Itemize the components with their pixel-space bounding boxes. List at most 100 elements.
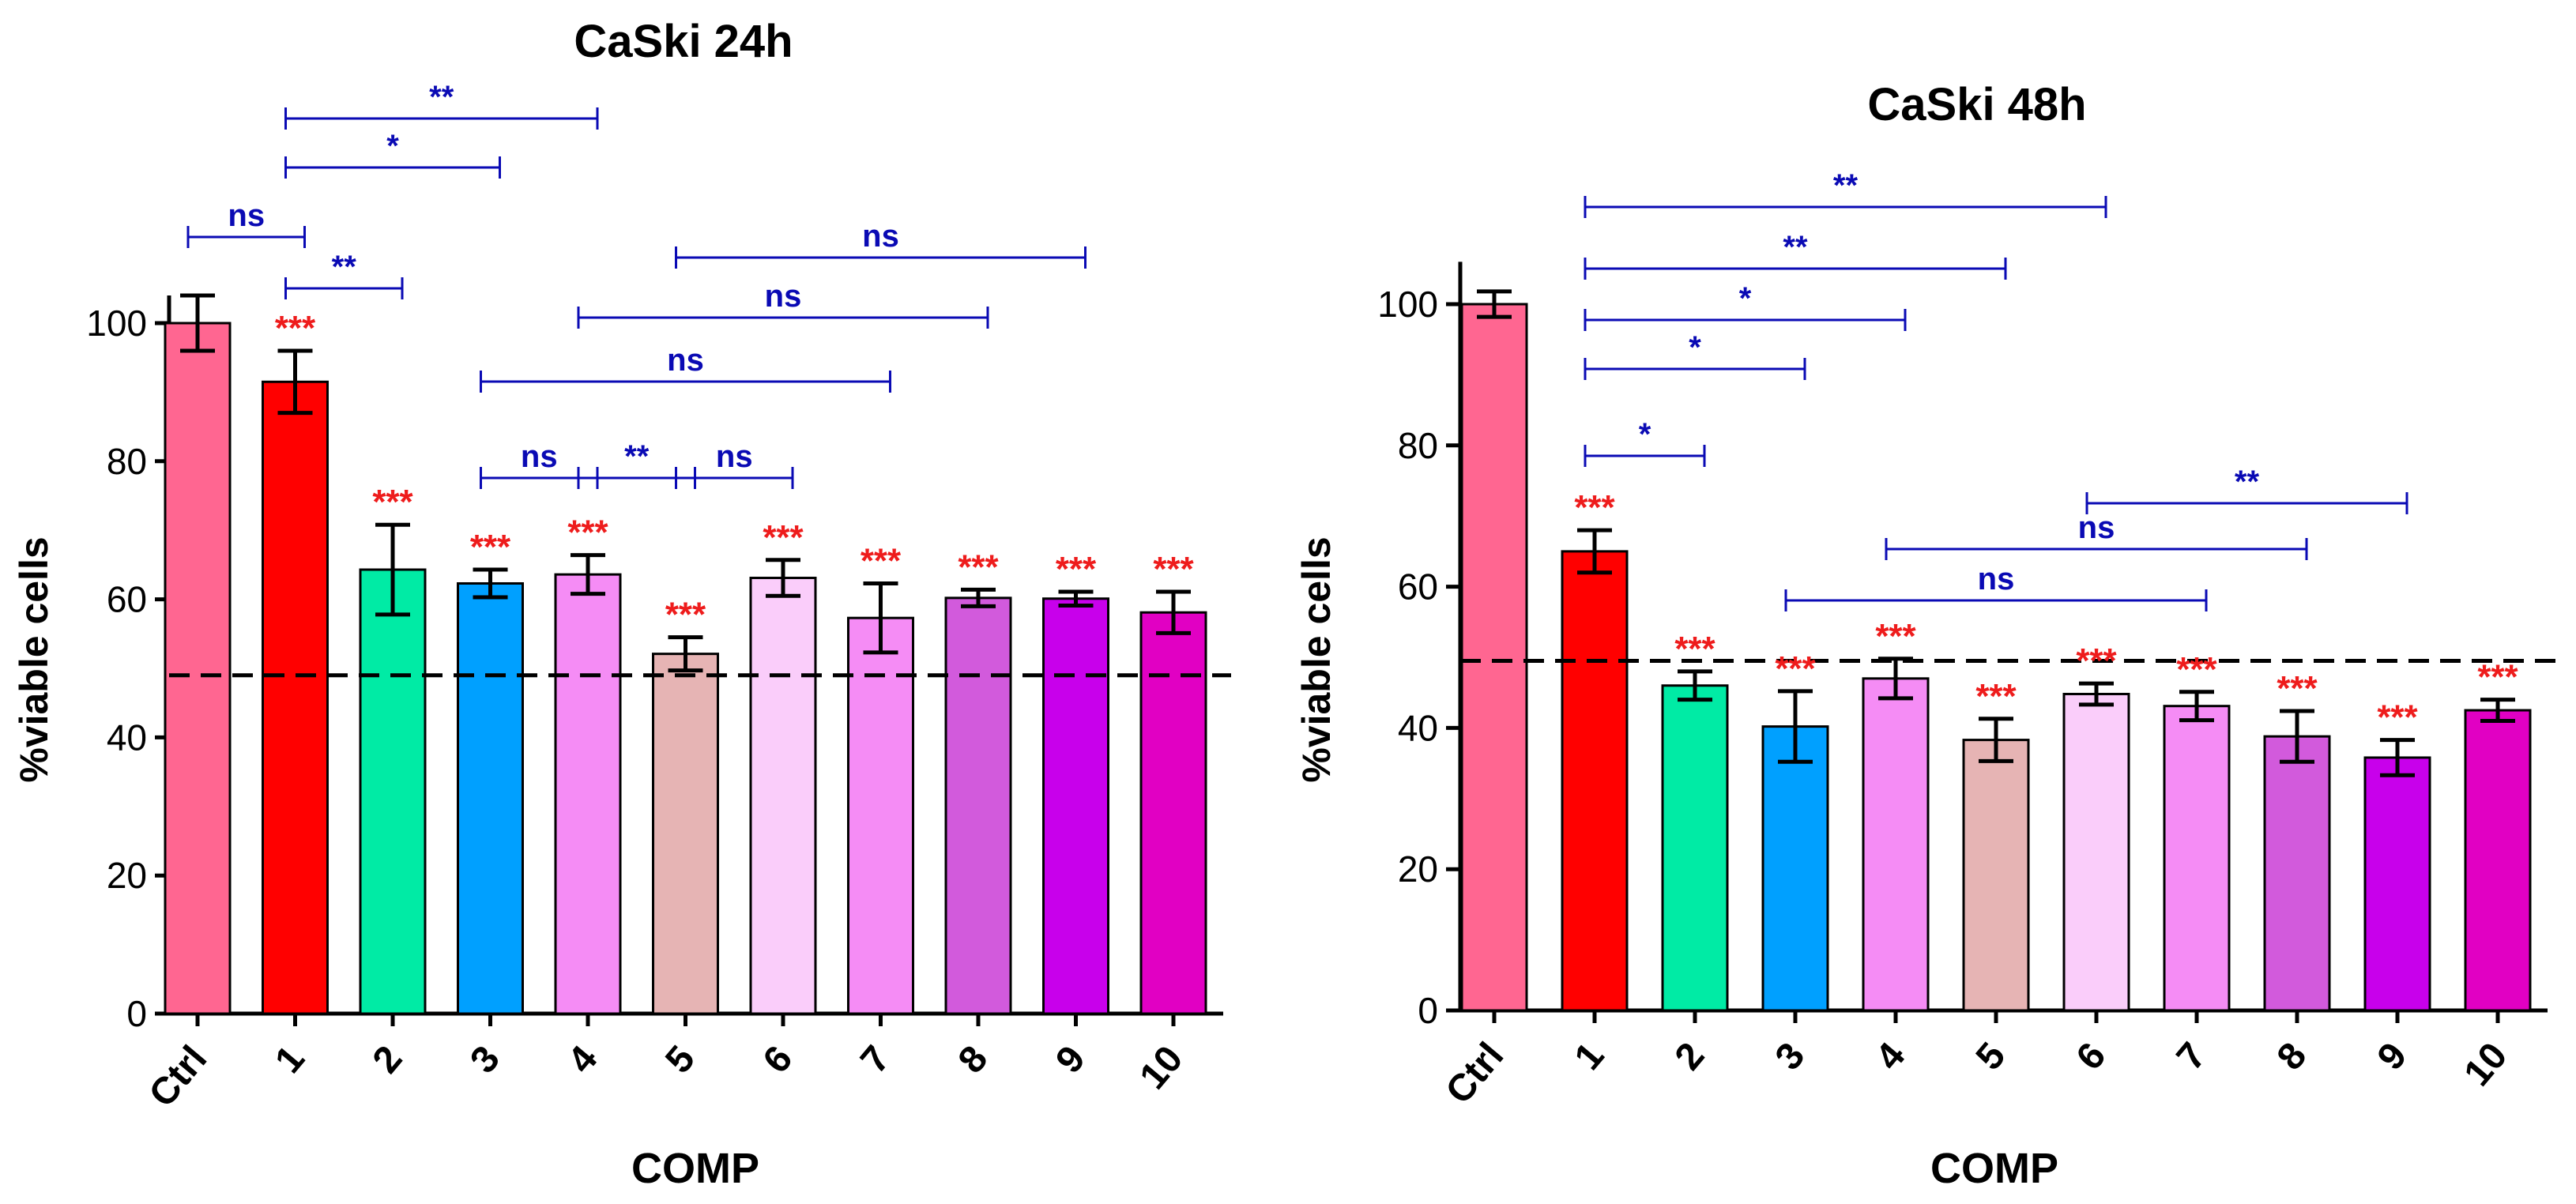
x-tick-label: 3 [462, 1038, 508, 1082]
bar [847, 616, 914, 1015]
x-tick-label: 4 [560, 1038, 606, 1082]
significance-label: *** [1775, 649, 1816, 688]
y-tick-label: 0 [126, 993, 147, 1034]
bar [1661, 684, 1729, 1012]
bar [652, 653, 719, 1015]
comparison-label: ** [332, 250, 357, 284]
bar [1962, 739, 2030, 1012]
significance-label: *** [665, 596, 706, 634]
significance-label: *** [1975, 677, 2017, 716]
y-tick-label: 100 [86, 303, 147, 344]
x-tick-label: 1 [267, 1038, 313, 1082]
x-tick-label: 4 [1868, 1035, 1914, 1078]
significance-label: *** [275, 309, 316, 348]
comparison-label: * [1639, 417, 1651, 452]
x-axis-label: COMP [1930, 1145, 2058, 1192]
comparison-bracket: ** [1584, 168, 2107, 218]
x-tick-label: 8 [951, 1038, 996, 1082]
bar [2263, 735, 2331, 1012]
x-axis-label: COMP [631, 1145, 759, 1192]
bar [749, 577, 817, 1015]
significance-label: *** [2076, 642, 2117, 680]
comparison-label: ns [2078, 510, 2115, 545]
chart-caski-48h: CaSki 48h %viable cells COMP 0 20 40 60 80 10… [1294, 79, 2555, 1192]
significance-label: *** [958, 547, 999, 586]
significance-label: *** [2377, 698, 2418, 737]
significance-label: *** [2477, 658, 2518, 697]
y-tick-label: 80 [1398, 425, 1438, 466]
x-tick-label: Ctrl [1438, 1035, 1512, 1112]
comparison-label: ns [667, 343, 704, 378]
comparison-bracket: ns [480, 343, 891, 393]
chart-caski-24h: CaSki 24h %viable cells COMP 0 20 40 60 80 10… [12, 16, 1231, 1192]
x-tick-label: 5 [1968, 1035, 2014, 1078]
comparison-label: * [386, 129, 399, 164]
bar [1761, 725, 1829, 1012]
comparison-bracket: ns [1885, 510, 2308, 560]
significance-label: *** [1574, 488, 1615, 527]
comparison-bracket: * [284, 129, 501, 179]
x-tick-label: 7 [2169, 1035, 2215, 1078]
comparison-bracket: ns [675, 439, 794, 489]
x-tick-label: 10 [2457, 1035, 2516, 1094]
bar [1042, 597, 1109, 1015]
y-tick-label: 100 [1377, 284, 1438, 325]
significance-label: *** [1056, 550, 1097, 589]
comparison-label: ns [716, 439, 753, 474]
significance-label: *** [1153, 550, 1194, 589]
significance-label: *** [861, 541, 902, 580]
comparison-bracket: ns [577, 279, 989, 329]
x-tick-label: 6 [2069, 1035, 2115, 1078]
x-tick-label: 8 [2269, 1035, 2315, 1078]
comparison-label: ** [1833, 168, 1859, 203]
significance-label: *** [763, 518, 804, 557]
comparison-bracket: ns [186, 198, 306, 248]
y-tick-label: 20 [107, 855, 147, 896]
y-tick-label: 60 [1398, 566, 1438, 608]
comparison-bracket: ** [284, 250, 404, 299]
significance-label: *** [372, 483, 413, 521]
comparison-bracket: * [1584, 330, 1806, 380]
comparison-bracket: * [1584, 281, 1907, 331]
chart-title: CaSki 48h [1867, 79, 2086, 130]
significance-label: *** [1674, 630, 1715, 668]
x-tick-label: 10 [1132, 1038, 1192, 1097]
comparison-bracket: ns [1784, 562, 2208, 611]
comparison-label: * [1739, 281, 1752, 316]
comparison-label: ** [1783, 230, 1808, 265]
significance-label: *** [2277, 669, 2318, 708]
bar [2062, 692, 2130, 1012]
comparison-label: ** [429, 80, 454, 115]
bar [359, 568, 427, 1015]
comparison-bracket: ** [2085, 465, 2408, 514]
significance-label: *** [470, 528, 511, 566]
bar [1460, 303, 1528, 1012]
y-tick-label: 20 [1398, 848, 1438, 890]
x-tick-label: 5 [657, 1038, 703, 1082]
bar [2163, 705, 2231, 1012]
comparison-label: ns [521, 439, 558, 474]
y-tick-label: 0 [1418, 990, 1438, 1031]
x-tick-label: 3 [1768, 1035, 1813, 1078]
x-tick-label: 6 [755, 1038, 801, 1082]
x-tick-label: 9 [2370, 1035, 2416, 1078]
x-tick-label: Ctrl [141, 1038, 216, 1115]
bar [2464, 709, 2532, 1012]
x-tick-label: 1 [1567, 1035, 1613, 1078]
significance-label: *** [1875, 617, 1916, 656]
comparison-bracket: ** [577, 439, 696, 489]
comparison-bracket: * [1584, 417, 1706, 467]
y-tick-label: 60 [107, 579, 147, 620]
y-tick-label: 40 [1398, 707, 1438, 748]
x-tick-label: 2 [365, 1038, 411, 1082]
bar [1139, 611, 1207, 1015]
y-axis-label: %viable cells [1294, 536, 1339, 782]
bar [1862, 677, 1930, 1012]
bar [1561, 550, 1629, 1012]
x-tick-label: 9 [1048, 1038, 1094, 1082]
comparison-label: ** [624, 439, 650, 474]
bar [554, 573, 622, 1015]
comparison-bracket: ns [675, 219, 1087, 269]
bar [2363, 756, 2431, 1012]
